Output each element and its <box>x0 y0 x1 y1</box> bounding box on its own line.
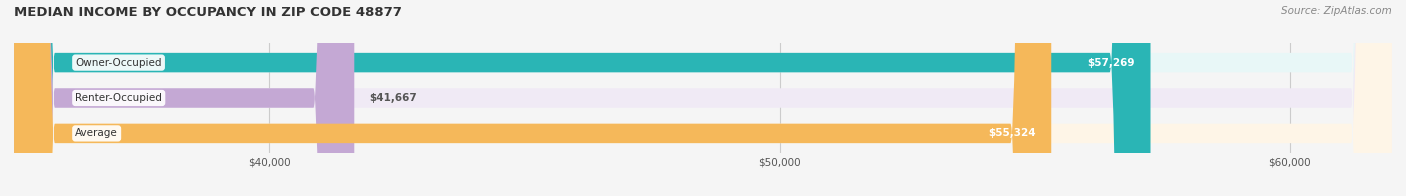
FancyBboxPatch shape <box>14 0 1392 196</box>
FancyBboxPatch shape <box>14 0 1392 196</box>
FancyBboxPatch shape <box>14 0 1392 196</box>
FancyBboxPatch shape <box>14 0 1052 196</box>
Text: $41,667: $41,667 <box>370 93 418 103</box>
Text: Average: Average <box>76 128 118 138</box>
FancyBboxPatch shape <box>14 0 354 196</box>
Text: MEDIAN INCOME BY OCCUPANCY IN ZIP CODE 48877: MEDIAN INCOME BY OCCUPANCY IN ZIP CODE 4… <box>14 6 402 19</box>
Text: Owner-Occupied: Owner-Occupied <box>76 58 162 68</box>
Text: $57,269: $57,269 <box>1088 58 1135 68</box>
Text: Renter-Occupied: Renter-Occupied <box>76 93 162 103</box>
FancyBboxPatch shape <box>14 0 1150 196</box>
Text: Source: ZipAtlas.com: Source: ZipAtlas.com <box>1281 6 1392 16</box>
Text: $55,324: $55,324 <box>988 128 1036 138</box>
